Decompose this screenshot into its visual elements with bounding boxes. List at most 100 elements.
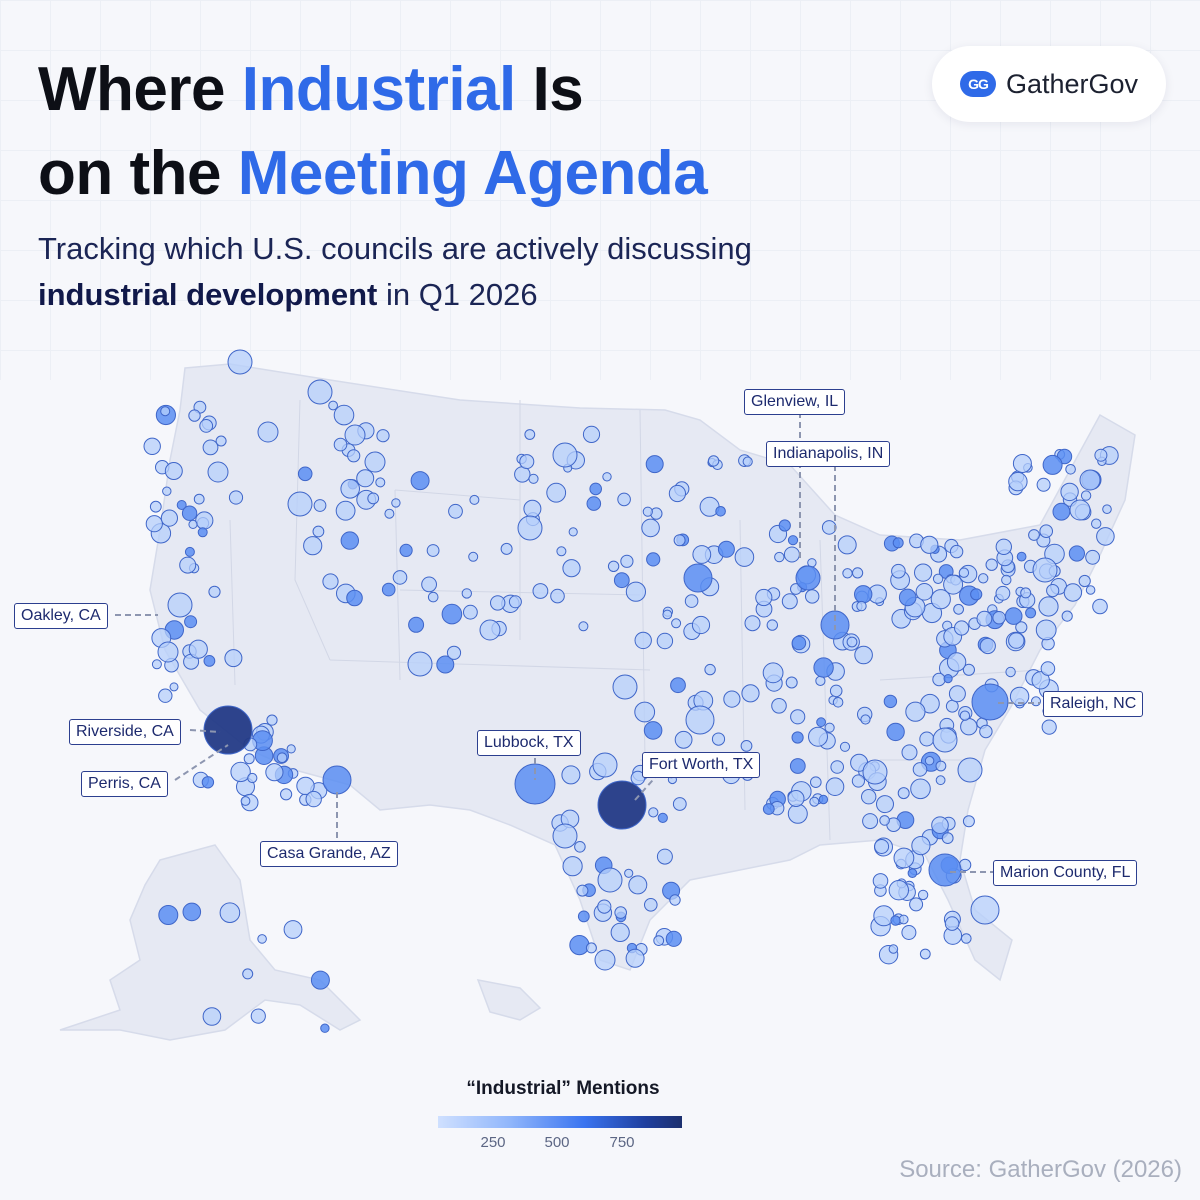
council-dot [280,788,293,801]
council-dot [985,558,998,571]
council-dot [519,454,535,470]
council-dot [962,663,976,676]
council-dot [634,701,656,723]
council-dot [665,930,682,947]
council-dot [890,915,901,926]
title-line-2: on the Meeting Agenda [38,139,708,208]
council-dot [846,636,858,648]
council-dot [528,473,539,484]
council-dot [391,498,401,508]
label-riverside: Riverside, CA [69,719,181,745]
council-dot [744,615,761,632]
council-dot [787,535,799,546]
council-dot [287,491,313,517]
council-dot [421,576,438,593]
council-dot [821,520,837,535]
header: Where Industrial Is on the Meeting Agend… [38,48,752,318]
council-dot [364,451,386,473]
council-dot [1092,598,1108,615]
council-dot [561,765,581,785]
council-dot [790,583,802,595]
council-dot [668,484,687,503]
council-dot [1025,607,1037,619]
council-dot [1080,490,1092,501]
council-dot [1079,469,1101,491]
council-dot [624,868,634,878]
council-dot [552,823,578,849]
council-dot [851,774,866,788]
council-dot [240,796,251,806]
council-dot [862,759,888,785]
council-dot [961,933,972,944]
council-dot [582,425,601,444]
council-dot [546,482,567,503]
council-dot [674,730,693,749]
council-dot [856,600,867,612]
council-dot [852,567,864,579]
council-dot [1061,610,1073,622]
council-dot [340,531,359,550]
council-dot [901,925,917,940]
title-accent-industrial: Industrial [241,55,517,124]
council-dot [426,544,440,557]
council-dot [717,540,735,558]
council-dot [1008,471,1028,492]
council-dot [810,776,822,789]
council-dot [740,740,753,752]
council-dot [617,492,631,507]
council-dot [672,797,687,811]
subtitle-line-1: Tracking which U.S. councils are activel… [38,231,752,266]
council-dot [257,421,279,443]
council-dot [436,655,455,674]
council-dot [625,948,645,968]
council-dot [247,772,258,784]
council-dot [197,527,208,538]
legend: “Industrial” Mentions 250 500 750 [438,1078,688,1154]
council-dot [307,379,333,405]
council-dot [208,585,221,598]
council-dot [167,592,193,618]
council-dot [614,906,628,919]
council-dot [1068,545,1086,562]
council-dot [479,619,501,641]
label-glenview: Glenview, IL [744,389,846,415]
council-dot [824,722,835,733]
council-dot [1091,518,1102,529]
council-dot [305,790,322,808]
council-dot [707,455,720,467]
label-marion: Marion County, FL [993,860,1138,886]
council-dot [673,534,686,547]
council-dot [957,757,983,783]
council-dot [610,922,630,943]
council-dot [979,637,996,655]
council-dot [1069,499,1091,521]
council-dot [829,684,843,698]
council-dot [893,847,915,869]
council-dot [932,727,958,753]
council-dot [628,875,648,895]
council-dot [683,563,713,593]
council-dot [762,662,784,684]
council-dot [597,899,612,914]
council-dot [182,902,202,922]
label-casagrande: Casa Grande, AZ [260,841,398,867]
council-dot [644,898,658,912]
council-dot [691,615,711,635]
legend-title: “Industrial” Mentions [466,1078,660,1099]
council-dot [862,813,879,830]
council-dot [1031,696,1041,707]
council-dot [203,655,216,667]
council-dot [602,472,612,482]
council-dot [960,718,978,736]
council-dot [830,760,845,774]
council-dot [333,404,355,426]
council-dot [335,500,356,521]
council-dot [832,697,844,708]
title-line-1: Where Industrial Is [38,55,584,124]
label-raleigh: Raleigh, NC [1043,691,1144,717]
council-dot [508,595,522,609]
council-dot [670,677,686,694]
council-dot [842,568,853,579]
legend-color-bar [438,1116,682,1128]
council-dot [523,499,542,518]
